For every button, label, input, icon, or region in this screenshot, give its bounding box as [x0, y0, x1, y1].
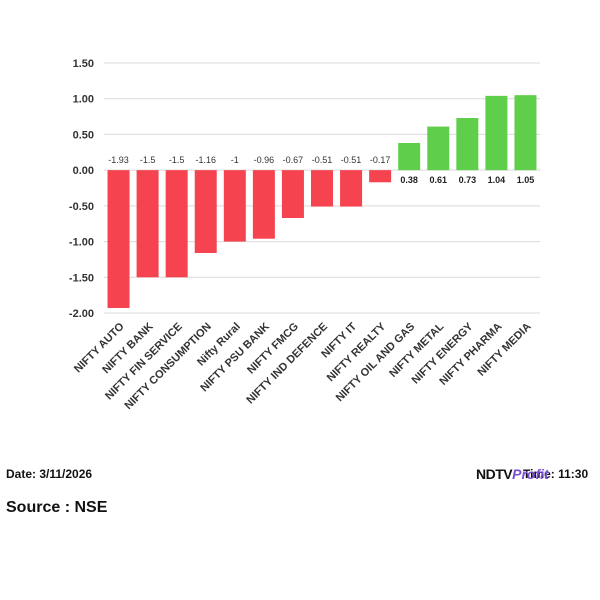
bar	[514, 95, 537, 171]
brand-profit: Profit	[512, 466, 549, 482]
bar	[165, 170, 188, 278]
bar	[281, 170, 304, 218]
data-label: 0.61	[430, 175, 448, 185]
bar-chart: 1.50 1.00 0.50 0.00 -0.50 -1.00 -1.50 -2.00 -1.9…	[69, 58, 540, 412]
y-tick-label: -0.50	[69, 201, 94, 213]
data-label: -0.51	[312, 155, 333, 165]
data-label: 0.73	[459, 175, 477, 185]
bar	[223, 170, 246, 242]
bar	[427, 126, 450, 171]
bar	[311, 170, 333, 207]
y-tick-label: 0.00	[73, 165, 94, 177]
date-label: Date: 3/11/2026	[6, 467, 93, 481]
bar	[340, 170, 363, 207]
bar	[398, 143, 421, 171]
y-tick-label: 1.00	[73, 94, 94, 106]
bar	[194, 170, 217, 253]
data-label: 0.38	[400, 175, 418, 185]
bar	[107, 170, 130, 308]
source-label: Source : NSE	[6, 499, 108, 516]
data-label: -0.67	[283, 155, 304, 165]
bar	[485, 95, 508, 171]
data-label: 1.04	[488, 175, 506, 185]
data-label: -1.16	[195, 155, 216, 165]
data-label: -1.93	[108, 155, 129, 165]
data-label: -0.17	[370, 155, 391, 165]
data-label: -1	[231, 155, 239, 165]
bar	[369, 170, 392, 183]
y-tick-label: -2.00	[69, 308, 94, 320]
time-label: Time: 11:30	[523, 467, 589, 481]
bar	[456, 118, 479, 171]
data-label: -0.51	[341, 155, 362, 165]
bar	[252, 170, 275, 239]
brand-ndtv: NDTV	[476, 466, 513, 482]
x-tick-label: NIFTY MEDIA	[476, 321, 534, 379]
y-tick-label: 0.50	[73, 129, 94, 141]
data-label: -1.5	[140, 155, 156, 165]
y-tick-label: -1.00	[69, 237, 94, 249]
data-label: 1.05	[517, 175, 535, 185]
data-label: -0.96	[254, 155, 275, 165]
data-label: -1.5	[169, 155, 185, 165]
brand-logo: NDTVProfit	[476, 466, 549, 482]
bar	[136, 170, 159, 278]
y-tick-label: 1.50	[73, 58, 94, 70]
y-tick-label: -1.50	[69, 272, 94, 284]
